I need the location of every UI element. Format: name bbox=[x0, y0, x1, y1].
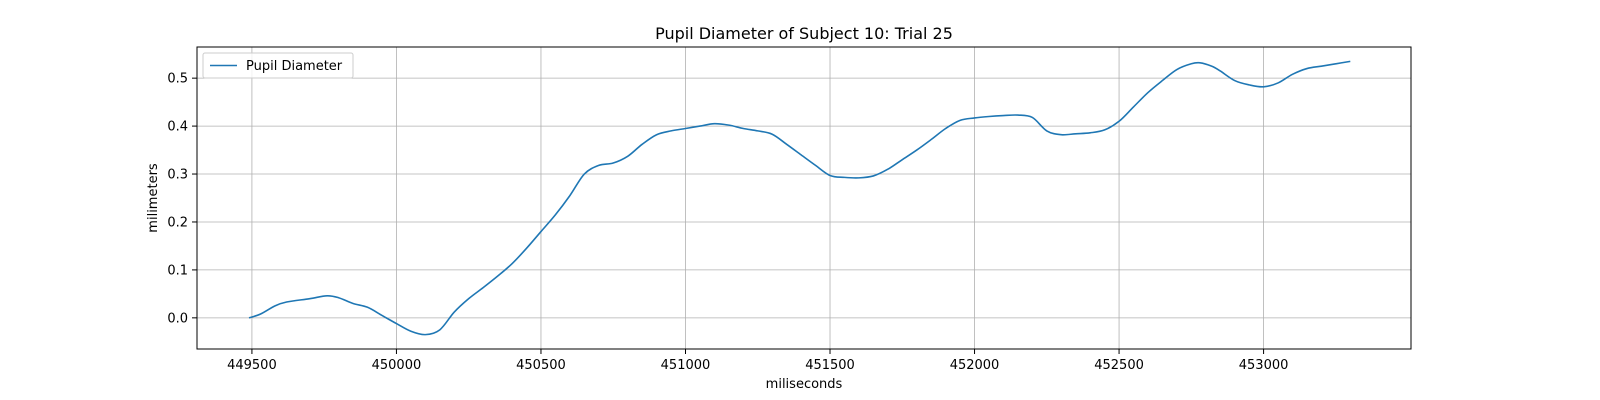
series-layer bbox=[248, 60, 1351, 336]
chart-title: Pupil Diameter of Subject 10: Trial 25 bbox=[655, 24, 953, 43]
x-tick-label: 452500 bbox=[1094, 358, 1144, 373]
series-line-pupil-diameter bbox=[248, 60, 1351, 336]
x-axis-label: miliseconds bbox=[766, 377, 843, 392]
y-tick-label: 0.0 bbox=[167, 311, 188, 326]
legend-entry-label: Pupil Diameter bbox=[246, 59, 343, 74]
grid-lines bbox=[197, 47, 1411, 349]
x-tick-label: 451500 bbox=[805, 358, 855, 373]
legend-box bbox=[202, 52, 354, 79]
y-tick-label: 0.5 bbox=[167, 72, 188, 87]
y-tick-label: 0.3 bbox=[167, 168, 188, 183]
y-tick-label: 0.4 bbox=[167, 120, 188, 135]
x-tick-label: 451000 bbox=[661, 358, 711, 373]
legend: Pupil Diameter bbox=[202, 52, 354, 79]
y-tick-label: 0.2 bbox=[167, 215, 188, 230]
y-axis: 0.0 0.1 0.2 0.3 0.4 0.5 bbox=[167, 72, 197, 326]
y-tick-label: 0.1 bbox=[167, 263, 188, 278]
x-tick-label: 450500 bbox=[516, 358, 566, 373]
x-tick-label: 450000 bbox=[372, 358, 422, 373]
plot-frame bbox=[196, 46, 1412, 350]
x-tick-label: 449500 bbox=[227, 358, 277, 373]
y-axis-label: milimeters bbox=[146, 163, 161, 233]
x-tick-label: 452000 bbox=[950, 358, 1000, 373]
x-tick-label: 453000 bbox=[1239, 358, 1289, 373]
x-axis: 449500 450000 450500 451000 451500 452000 4525… bbox=[227, 349, 1288, 373]
